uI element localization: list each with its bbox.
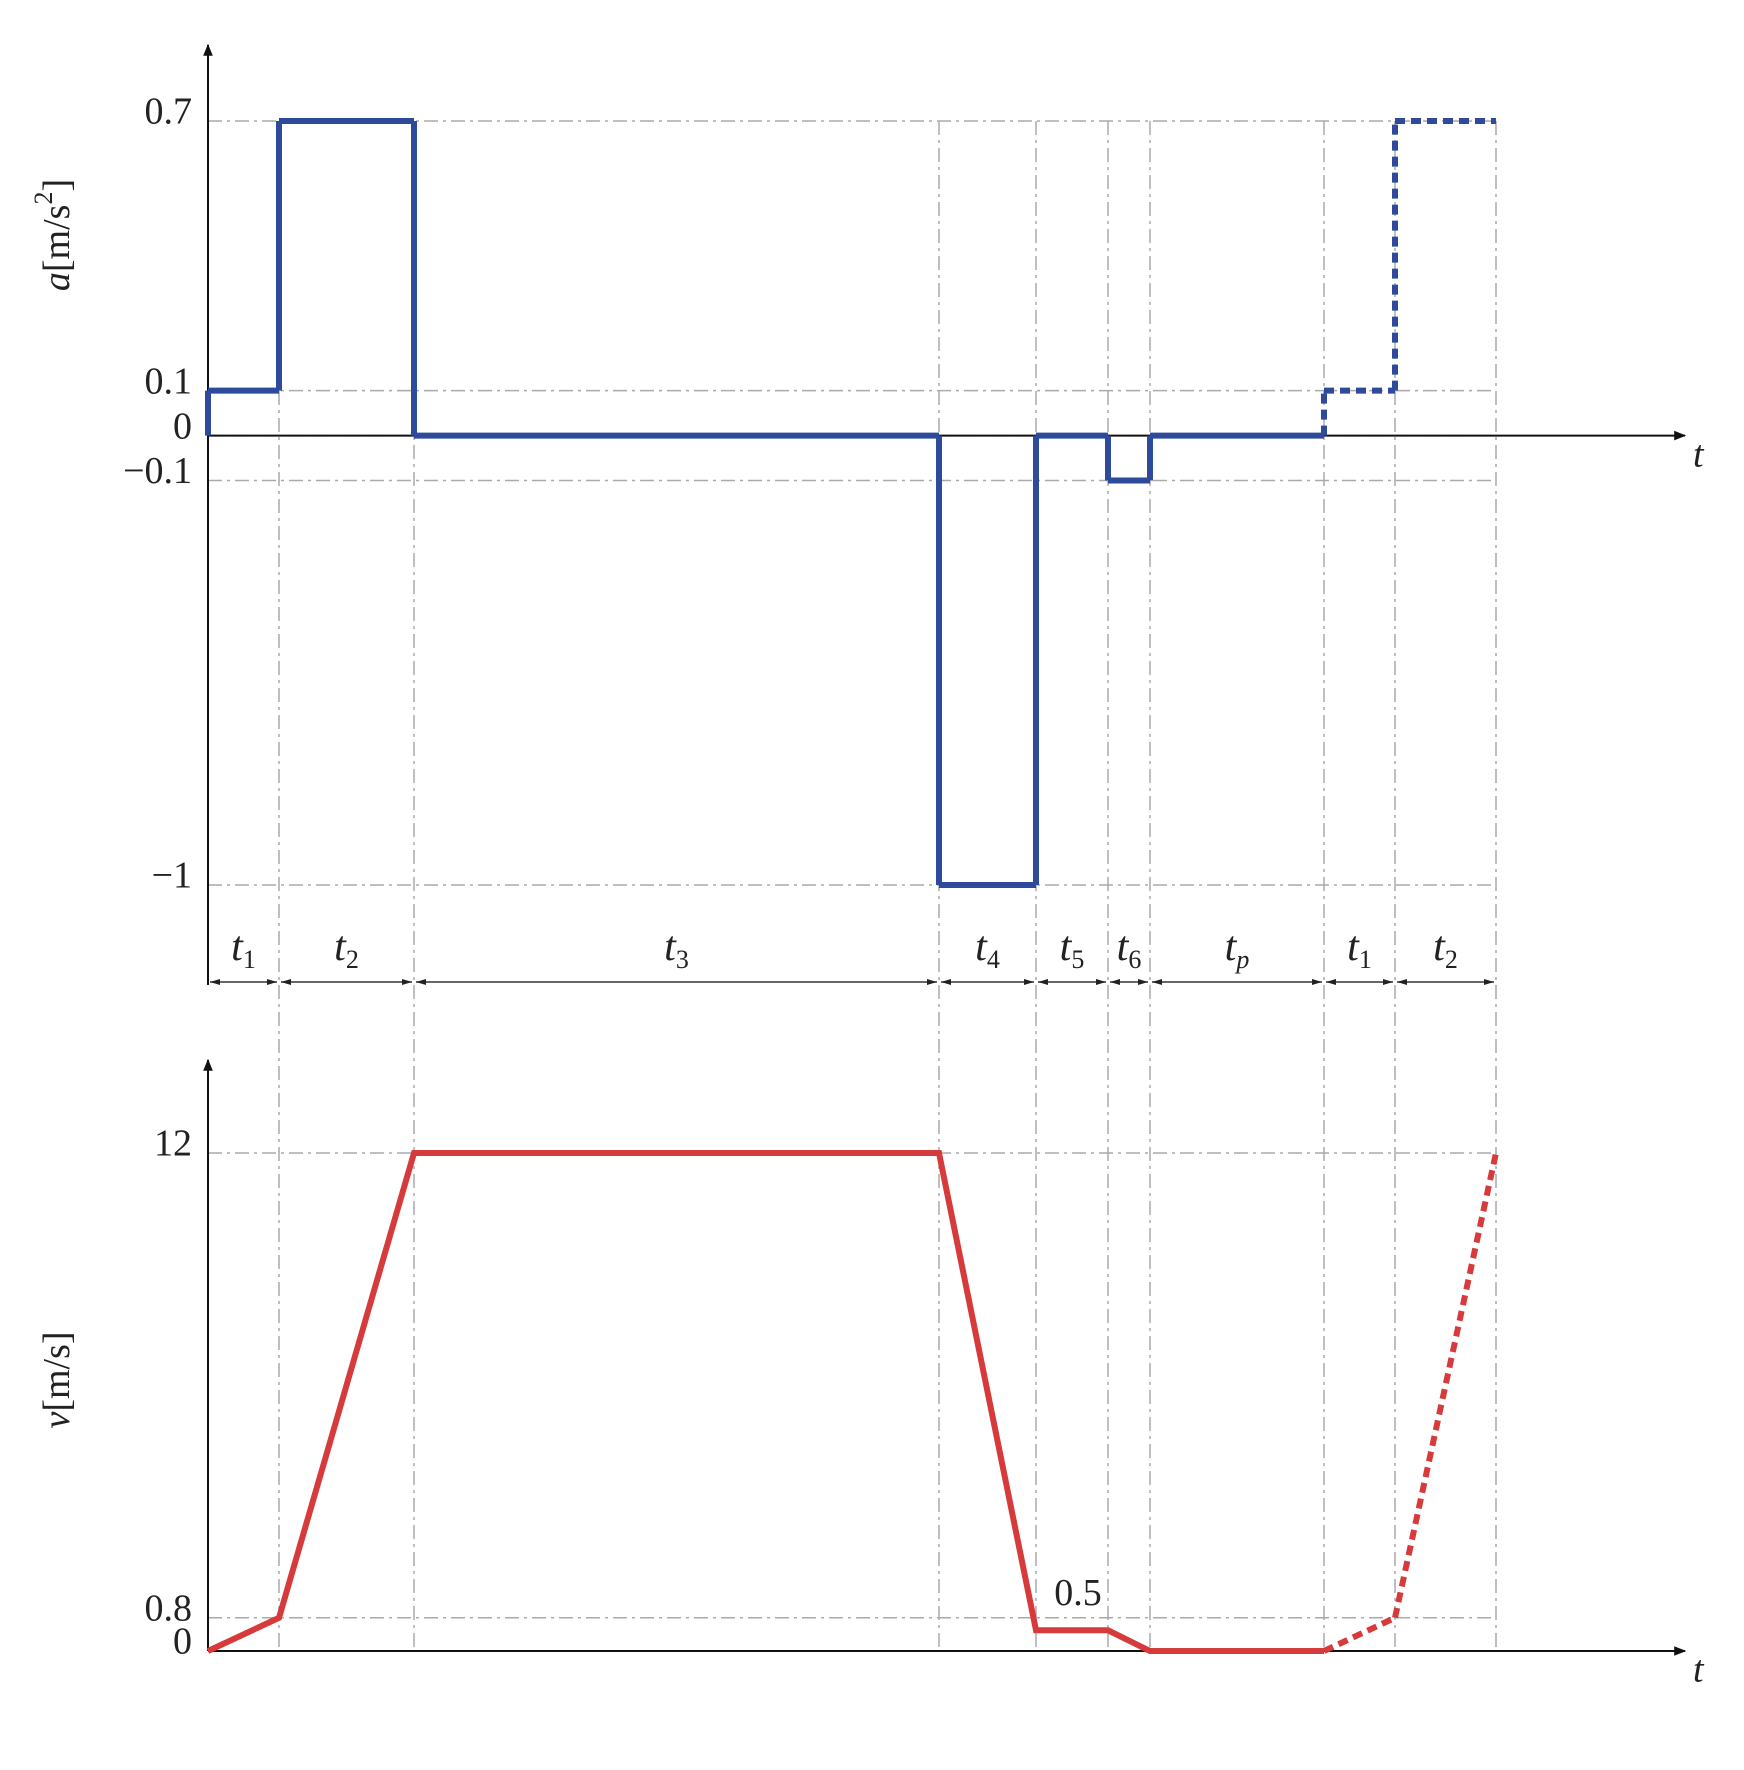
segment-label: t1 [1347, 924, 1372, 974]
y-tick-label: −0.1 [123, 450, 192, 492]
annotation: 0.5 [1054, 1572, 1102, 1614]
segment-symbol: t [1117, 924, 1130, 970]
segment-label: t2 [1433, 924, 1458, 974]
y-tick-label: 12 [154, 1123, 192, 1165]
segment-symbol: t [334, 924, 347, 970]
velocity-line-dashed [1392, 1152, 1499, 1619]
y-axis-label: a[m/s2] [29, 179, 78, 291]
label-sup: 2 [29, 192, 58, 205]
label-close: ] [36, 179, 78, 192]
segment-label: t6 [1117, 924, 1142, 974]
segment-label: tp [1225, 924, 1250, 974]
segment-symbol: t [975, 924, 988, 970]
segment-sub: 1 [243, 945, 256, 974]
label-symbol: v [36, 1412, 78, 1429]
segment-sub: 1 [1359, 945, 1372, 974]
segment-symbol: t [1347, 924, 1360, 970]
label-symbol: a [36, 272, 78, 291]
y-tick-label: −1 [152, 855, 192, 897]
y-axis-label: v[m/s] [36, 1331, 78, 1428]
segment-label: t2 [334, 924, 359, 974]
label-unit: [m/s [36, 205, 78, 273]
x-axis-label: t [1693, 1649, 1705, 1691]
segment-sub: p [1234, 945, 1249, 974]
x-axis-label: t [1693, 433, 1705, 475]
segment-label: t3 [664, 924, 689, 974]
segment-sub: 4 [987, 945, 1000, 974]
y-tick-label: 0.8 [145, 1588, 193, 1630]
segment-symbol: t [1433, 924, 1446, 970]
velocity-connector [1322, 1615, 1397, 1654]
segment-sub: 5 [1071, 945, 1084, 974]
segment-label: t1 [231, 924, 256, 974]
segment-label: t5 [1060, 924, 1085, 974]
segment-sub: 2 [1445, 945, 1458, 974]
y-tick-label: 0.1 [145, 360, 193, 402]
segment-symbol: t [664, 924, 677, 970]
y-tick-label: 0.7 [145, 91, 193, 133]
segment-sub: 2 [346, 945, 359, 974]
segment-label: t4 [975, 924, 1000, 974]
velocity-line [206, 1150, 1324, 1654]
y-tick-label: 0 [173, 405, 192, 447]
y-tick-label: 0 [173, 1621, 192, 1663]
segment-symbol: t [231, 924, 244, 970]
segment-symbol: t [1225, 924, 1238, 970]
segment-sub: 3 [676, 945, 689, 974]
segment-symbol: t [1060, 924, 1073, 970]
label-unit: [m/s] [36, 1331, 78, 1411]
segment-sub: 6 [1128, 945, 1141, 974]
